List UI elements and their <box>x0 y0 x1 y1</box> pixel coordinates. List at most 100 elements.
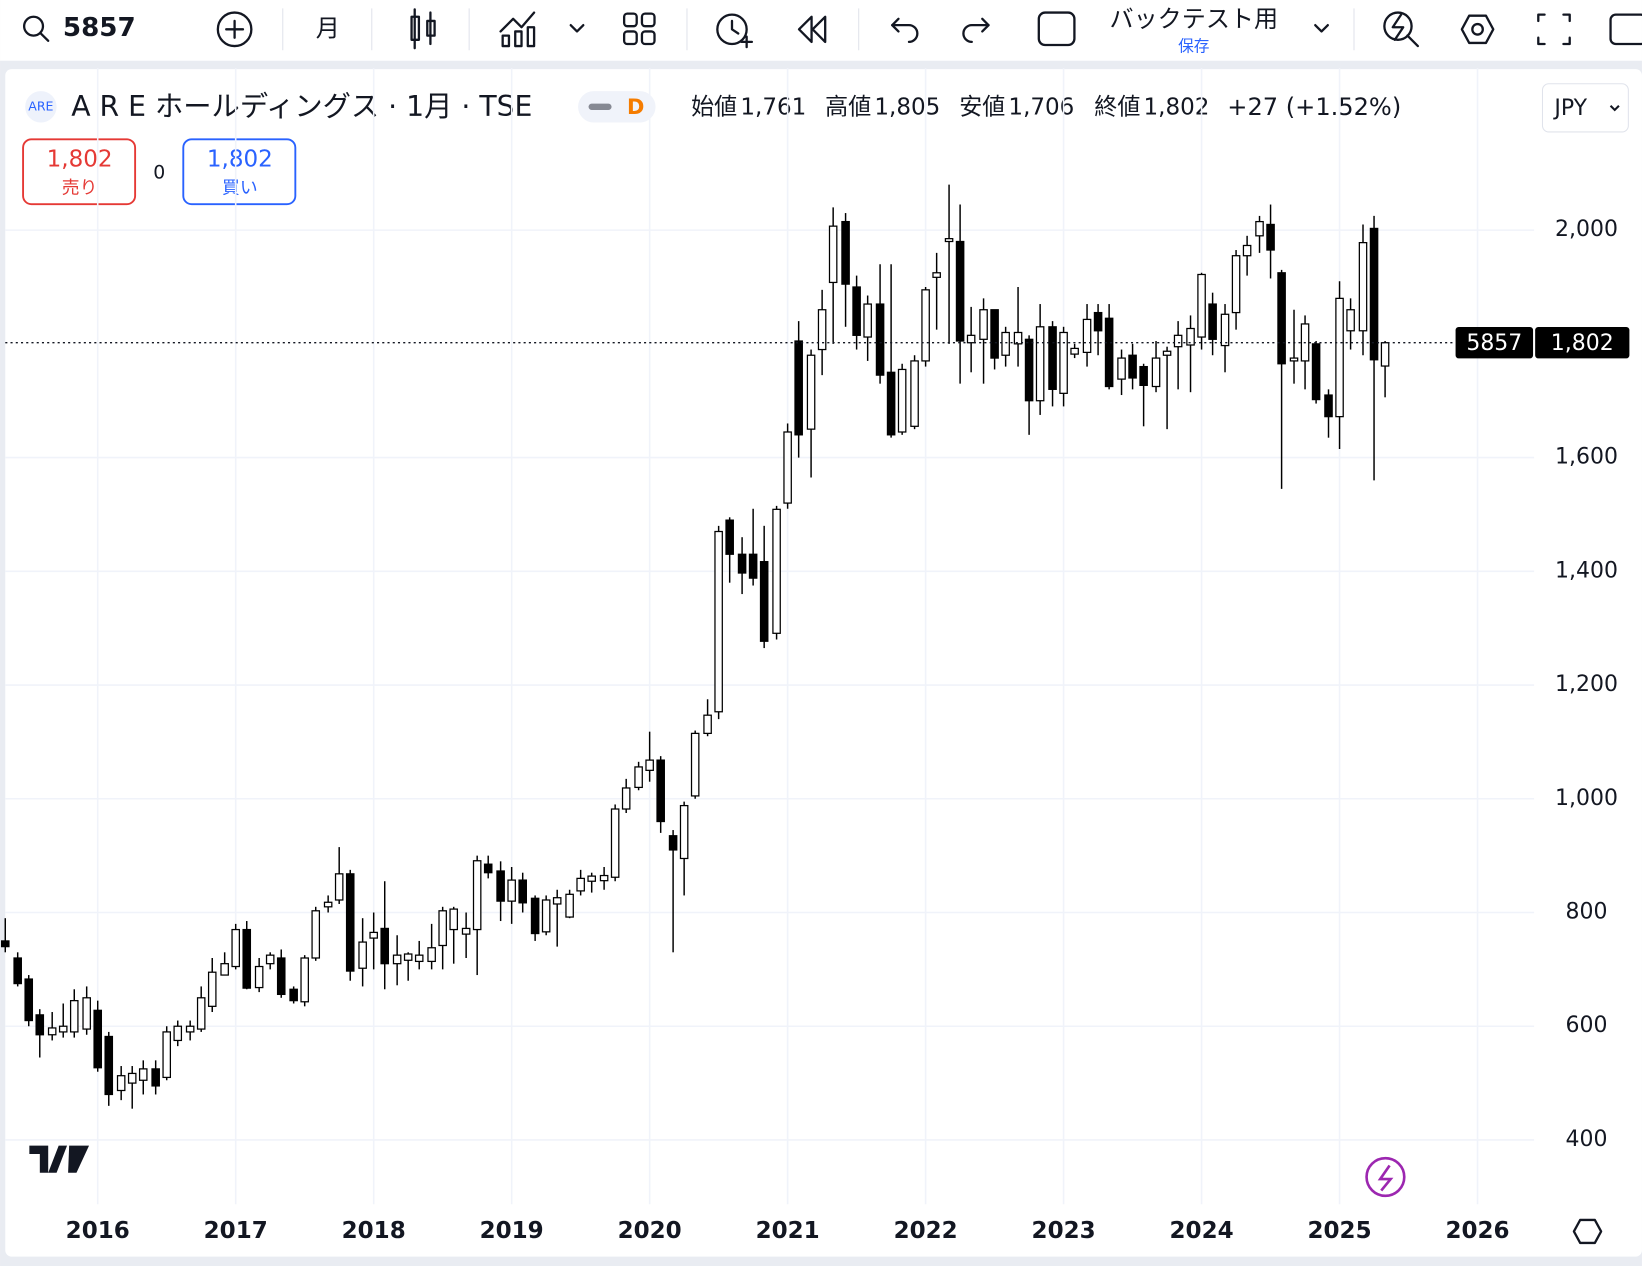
candle-body <box>35 1014 45 1036</box>
candle-body <box>1311 343 1321 401</box>
axis-settings[interactable] <box>1572 1218 1603 1245</box>
candle-body <box>645 759 654 771</box>
quick-icon[interactable] <box>1383 11 1420 48</box>
redo-icon[interactable] <box>962 17 990 44</box>
y-tick-label: 1,600 <box>1555 445 1618 470</box>
y-tick-label: 1,000 <box>1555 786 1618 811</box>
candle-body <box>910 360 919 427</box>
candle-body <box>1082 318 1092 354</box>
backtest-label[interactable]: バックテスト用 <box>1110 5 1279 33</box>
candle-body <box>1173 334 1183 348</box>
candle-body <box>599 874 609 882</box>
candle-body <box>220 963 229 976</box>
badge[interactable] <box>578 91 656 123</box>
layout-box[interactable] <box>1037 11 1076 47</box>
price-tag: 1,802 <box>1551 331 1614 356</box>
symbol[interactable]: 5857 <box>63 13 136 43</box>
replay-icon[interactable] <box>797 15 827 44</box>
candle-body <box>185 1025 195 1033</box>
candle-body <box>668 835 678 851</box>
indicator-icon[interactable] <box>499 11 585 48</box>
x-tick-label: 2022 <box>894 1218 958 1244</box>
candle-body <box>1277 272 1286 365</box>
x-tick-label: 2024 <box>1170 1218 1234 1244</box>
candle-body <box>483 863 493 874</box>
legend-title: A R E ホールディングス · 1月 · TSE <box>71 90 532 123</box>
add-icon[interactable] <box>216 11 253 48</box>
currency-button[interactable] <box>1541 83 1629 133</box>
tv-logo <box>29 1145 90 1173</box>
candle-body <box>472 860 482 931</box>
candle-body <box>496 870 505 902</box>
candle-icon[interactable] <box>410 8 436 50</box>
candle-body <box>817 309 827 351</box>
layout-icon[interactable] <box>622 12 656 46</box>
candle-body <box>380 927 390 965</box>
spread: 0 <box>153 162 165 183</box>
candle-body <box>24 978 34 1022</box>
ohlc-value: 1,802 <box>1144 94 1210 120</box>
settings-icon[interactable] <box>1460 14 1495 45</box>
candle-body <box>47 1027 57 1036</box>
candle-body <box>449 908 459 931</box>
candle-body <box>1324 394 1333 418</box>
candle-body <box>1151 357 1161 388</box>
fullscreen-icon[interactable] <box>1537 13 1571 46</box>
x-tick-label: 2018 <box>342 1218 406 1244</box>
candle-body <box>1358 242 1368 332</box>
buy-button[interactable] <box>182 138 297 206</box>
sell-price[interactable]: 1,802 <box>47 147 113 173</box>
candle-body <box>610 808 620 878</box>
candle-body <box>104 1035 114 1096</box>
candle-body <box>621 787 631 810</box>
interval[interactable]: 月 <box>316 14 340 42</box>
candle-body <box>1093 311 1103 332</box>
sell-label[interactable]: 売り <box>62 177 98 198</box>
candle-body <box>897 368 907 433</box>
currency[interactable]: JPY <box>1552 96 1587 121</box>
sell-button[interactable] <box>22 138 137 206</box>
candle-body <box>772 508 781 634</box>
candle-body <box>690 732 700 797</box>
candle-body <box>656 759 665 823</box>
candle-body <box>1346 309 1355 332</box>
buy-price[interactable]: 1,802 <box>207 147 273 173</box>
candle-body <box>358 941 367 969</box>
candle-body <box>438 910 447 947</box>
candle-body <box>886 371 896 436</box>
change: +27 (+1.52%) <box>1227 93 1401 121</box>
candle-body <box>863 303 872 338</box>
candle-body <box>392 954 402 965</box>
dropdown[interactable] <box>1314 23 1329 33</box>
candle-body <box>427 947 436 963</box>
candle-body <box>841 220 850 285</box>
search-icon[interactable] <box>22 15 50 42</box>
ohlc-label: 始値 <box>691 94 737 120</box>
buy-label[interactable]: 買い <box>222 177 258 198</box>
candle-body <box>276 957 286 996</box>
candle-body <box>58 1025 68 1033</box>
candle-body <box>1001 331 1010 356</box>
y-tick-label: 1,200 <box>1555 672 1618 697</box>
price-tag-bg <box>1535 327 1630 359</box>
candle-body <box>1139 365 1148 386</box>
price-tag-symbol: 5857 <box>1466 331 1522 356</box>
candle-body <box>403 953 413 961</box>
save-label[interactable]: 保存 <box>1178 37 1209 56</box>
candle-body <box>518 879 527 904</box>
candle-body <box>1048 326 1057 390</box>
symbol-logo <box>25 91 57 123</box>
camera-icon[interactable] <box>1609 13 1642 46</box>
candle-body <box>1186 327 1195 346</box>
lightning-button[interactable] <box>1365 1156 1406 1198</box>
candle-body <box>289 988 298 1002</box>
x-tick-label: 2017 <box>204 1218 268 1244</box>
alert-icon[interactable] <box>716 13 754 49</box>
candle-body <box>1220 313 1230 347</box>
undo-icon[interactable] <box>891 17 919 44</box>
candle-body <box>334 873 344 901</box>
candle-body <box>93 1009 103 1069</box>
candle-body <box>530 897 540 935</box>
candle-body <box>173 1025 183 1042</box>
